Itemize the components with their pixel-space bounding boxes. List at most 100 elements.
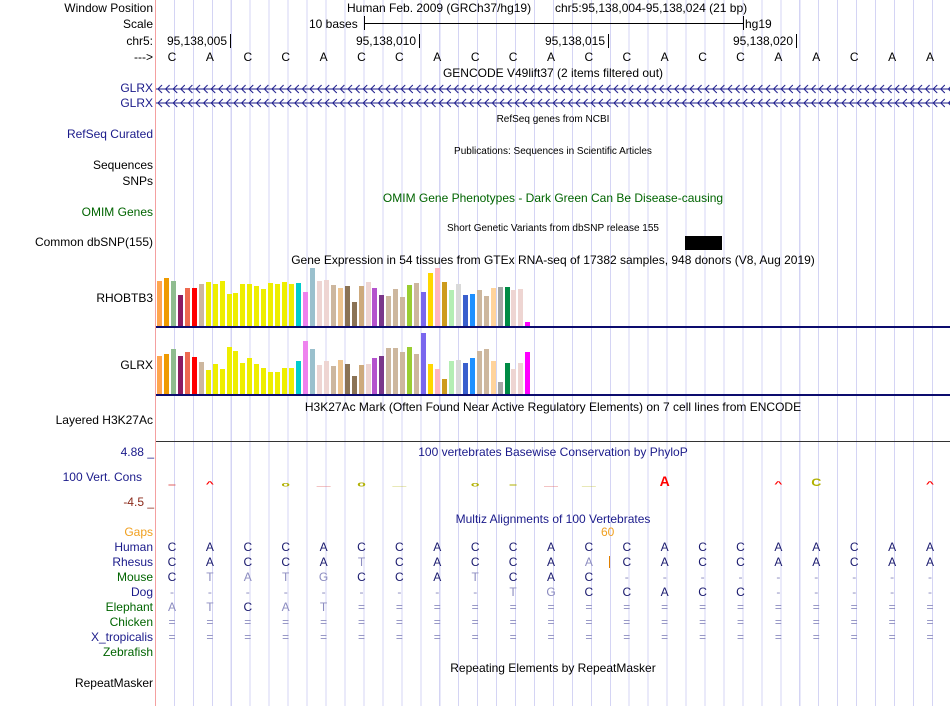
gtex-bar[interactable] (233, 293, 239, 326)
repeatmasker-label[interactable]: RepeatMasker (74, 676, 153, 690)
publications-label[interactable]: Sequences (92, 158, 153, 172)
gtex-bar[interactable] (386, 348, 392, 394)
gtex-bar[interactable] (372, 358, 378, 394)
gtex-bar[interactable] (247, 284, 253, 326)
gtex-bar[interactable] (358, 365, 364, 394)
gtex-bar[interactable] (212, 364, 218, 394)
gtex-bar[interactable] (309, 268, 315, 326)
gtex-bar[interactable] (469, 294, 475, 326)
gtex-bar[interactable] (205, 282, 211, 326)
gtex-bar[interactable] (365, 364, 371, 394)
gtex-bar[interactable] (414, 354, 420, 394)
gtex-bar[interactable] (316, 365, 322, 394)
gtex-bar[interactable] (323, 280, 329, 326)
gtex-bar[interactable] (476, 290, 482, 326)
gtex-bar[interactable] (261, 289, 267, 326)
gtex-bar[interactable] (497, 287, 503, 326)
species-label[interactable]: Rhesus (112, 555, 153, 569)
gtex-bar[interactable] (219, 281, 225, 326)
publications-title[interactable]: Publications: Sequences in Scientific Ar… (454, 146, 652, 157)
gene-model-glrx[interactable] (156, 96, 950, 110)
gtex-bar[interactable] (379, 356, 385, 394)
gtex-bar[interactable] (476, 351, 482, 394)
gtex-bar[interactable] (337, 360, 343, 394)
repeatmasker-title[interactable]: Repeating Elements by RepeatMasker (450, 661, 656, 675)
gtex-bar[interactable] (421, 333, 427, 394)
gtex-bar[interactable] (296, 283, 301, 326)
gtex-bar[interactable] (282, 368, 288, 394)
gtex-bar[interactable] (254, 286, 260, 326)
gtex-bar[interactable] (261, 368, 267, 394)
gtex-bar[interactable] (448, 290, 454, 326)
gtex-bar[interactable] (407, 347, 413, 394)
gtex-bar[interactable] (289, 284, 295, 326)
gtex-bar[interactable] (490, 361, 496, 394)
gtex-bar[interactable] (379, 295, 385, 326)
snps-label[interactable]: SNPs (122, 174, 153, 188)
gtex-bar[interactable] (337, 288, 343, 326)
gtex-bar[interactable] (518, 289, 524, 326)
dbsnp-title[interactable]: Short Genetic Variants from dbSNP releas… (447, 223, 659, 234)
refseq-label[interactable]: RefSeq Curated (66, 127, 153, 141)
gtex-bar[interactable] (421, 292, 427, 326)
gtex-bar[interactable] (469, 358, 475, 394)
gtex-bar[interactable] (191, 288, 197, 326)
gtex-bar[interactable] (191, 357, 197, 394)
species-label[interactable]: X_tropicalis (90, 630, 153, 644)
species-label[interactable]: Zebrafish (102, 645, 153, 659)
gtex-bar[interactable] (483, 296, 489, 326)
gtex-bar[interactable] (170, 348, 176, 394)
gtex-bar[interactable] (497, 382, 503, 394)
gtex-bar[interactable] (247, 358, 253, 394)
gencode-item-label[interactable]: GLRX (120, 96, 153, 110)
gtex-bar[interactable] (393, 289, 399, 326)
gtex-bar[interactable] (316, 281, 322, 326)
gtex-bar[interactable] (448, 361, 454, 394)
species-label[interactable]: Elephant (105, 600, 153, 614)
gtex-bar[interactable] (205, 370, 211, 394)
gtex-bar[interactable] (330, 285, 336, 326)
gtex-bar[interactable] (511, 369, 517, 394)
gencode-item-label[interactable]: GLRX (120, 81, 153, 95)
gtex-bar[interactable] (490, 288, 496, 326)
gtex-bar[interactable] (372, 288, 378, 326)
gtex-bar[interactable] (462, 295, 468, 326)
gtex-bar[interactable] (309, 348, 315, 394)
gtex-bar[interactable] (157, 356, 162, 394)
gtex-bar[interactable] (351, 376, 357, 394)
gene-strand-arrows[interactable] (156, 82, 950, 110)
gtex-bar[interactable] (177, 356, 183, 394)
gtex-bar[interactable] (275, 372, 281, 394)
gtex-gene-label[interactable]: GLRX (120, 358, 153, 372)
gtex-bar[interactable] (163, 354, 169, 394)
gtex-bar[interactable] (525, 322, 531, 326)
gtex-bar[interactable] (511, 290, 517, 326)
gtex-bar[interactable] (275, 284, 281, 326)
gtex-bar[interactable] (282, 282, 288, 326)
gtex-bar[interactable] (198, 284, 204, 326)
gtex-bar[interactable] (518, 363, 524, 394)
gtex-bar[interactable] (268, 372, 274, 394)
gtex-bar[interactable] (163, 278, 169, 326)
gtex-bar[interactable] (358, 286, 364, 326)
gtex-bar[interactable] (170, 281, 176, 326)
gtex-bar[interactable] (351, 302, 357, 326)
gtex-bar[interactable] (455, 284, 461, 326)
gtex-gene-label[interactable]: RHOBTB3 (96, 291, 153, 305)
gtex-bar[interactable] (240, 284, 246, 326)
gtex-bar[interactable] (226, 294, 232, 326)
gtex-bar[interactable] (323, 361, 329, 394)
gtex-bar[interactable] (393, 348, 399, 394)
gtex-title[interactable]: Gene Expression in 54 tissues from GTEx … (291, 253, 815, 267)
gtex-bar[interactable] (386, 296, 392, 326)
insertion-marker[interactable] (609, 556, 610, 568)
gtex-bar[interactable] (184, 352, 190, 394)
gtex-bar[interactable] (198, 362, 204, 394)
gtex-bar[interactable] (504, 363, 510, 394)
gtex-bar[interactable] (219, 369, 225, 394)
omim-title[interactable]: OMIM Gene Phenotypes - Dark Green Can Be… (382, 191, 724, 205)
species-label[interactable]: Mouse (116, 570, 153, 584)
gtex-bar[interactable] (365, 282, 371, 326)
gtex-bar[interactable] (330, 366, 336, 394)
